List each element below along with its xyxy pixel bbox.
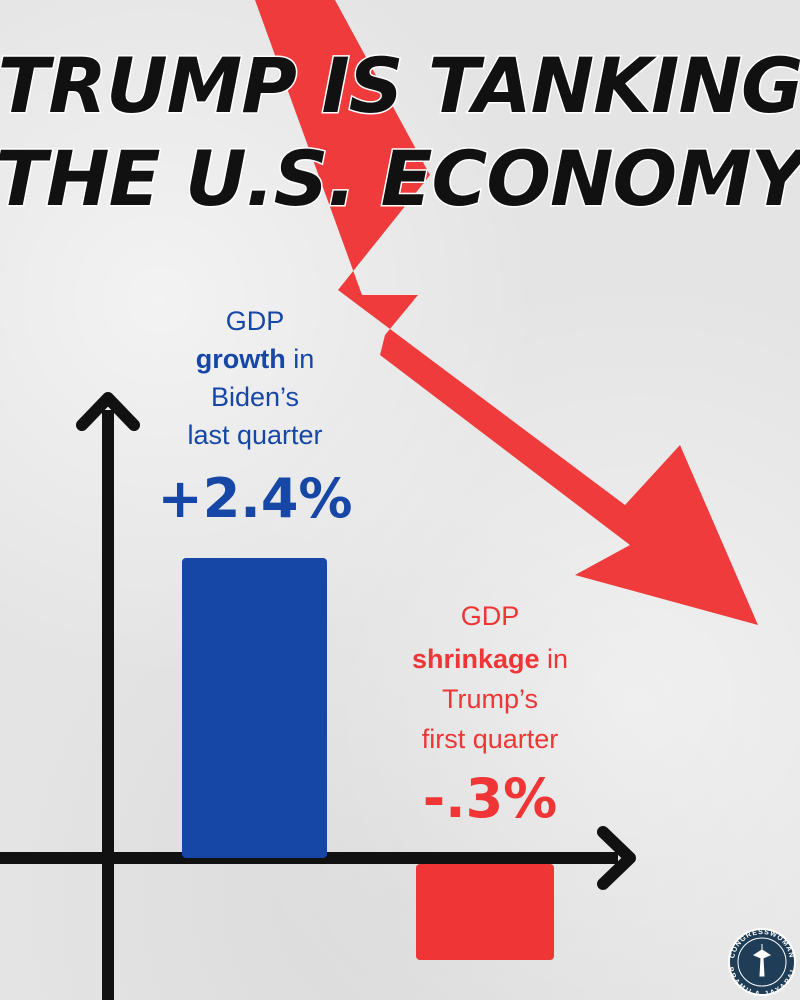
annotation-biden: GDP growth in Biden’s last quarter +2.4% [157, 306, 352, 530]
annotation-biden-line-4: last quarter [187, 420, 322, 450]
annotation-trump: GDP shrinkage in Trump’s first quarter -… [412, 601, 568, 830]
annotation-biden-line-3: Biden’s [211, 382, 299, 412]
annotation-trump-bold-word: shrinkage [412, 644, 540, 674]
downward-trend-arrow-icon [255, 0, 758, 625]
space-needle-icon [752, 944, 772, 977]
headline-line-2: THE U.S. ECONOMY [0, 134, 800, 223]
annotation-biden-line-2: growth in [196, 344, 315, 374]
bar-group [182, 558, 554, 960]
annotation-trump-line-4: first quarter [422, 724, 559, 754]
bar-trump [416, 864, 554, 960]
bar-value-label-trump: -.3% [423, 767, 558, 830]
congresswoman-seal-logo: CONGRESSWOMAN PRAMILA JAYAPAL [726, 928, 797, 998]
headline-line-1: TRUMP IS TANKING [0, 41, 800, 130]
annotation-biden-line-1: GDP [226, 306, 285, 336]
bar-value-label-biden: +2.4% [157, 467, 352, 530]
y-axis-arrowhead [76, 392, 140, 431]
bar-biden [182, 558, 327, 858]
annotation-biden-bold-word: growth [196, 344, 286, 374]
x-axis-arrowhead [597, 826, 636, 890]
annotation-trump-line-3: Trump’s [442, 684, 538, 714]
annotation-trump-line-1: GDP [461, 601, 520, 631]
annotation-trump-line-2: shrinkage in [412, 644, 568, 674]
